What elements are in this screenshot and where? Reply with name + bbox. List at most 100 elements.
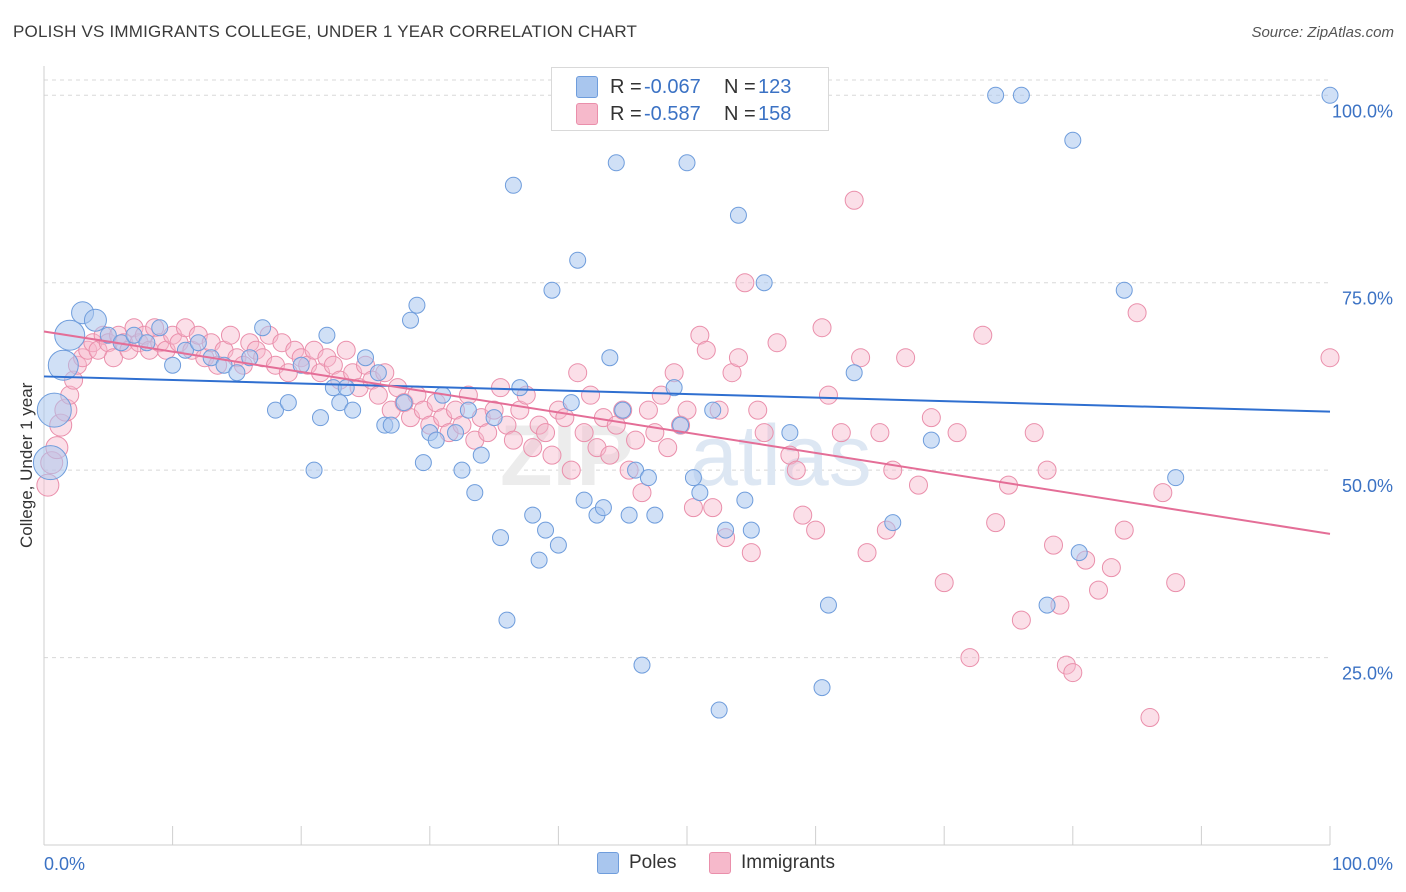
poles-point — [427, 431, 445, 449]
immigrants-point — [503, 430, 523, 450]
legend-row-poles: R = -0.067 N = 123 — [576, 75, 791, 99]
poles-point — [492, 529, 510, 547]
poles-point — [781, 424, 799, 442]
immigrants-point — [632, 483, 652, 503]
poles-point — [594, 499, 612, 517]
immigrants-point — [696, 340, 716, 360]
poles-point — [395, 394, 413, 412]
poles-point — [717, 521, 735, 539]
immigrants-point — [1056, 655, 1076, 675]
immigrants-point — [934, 573, 954, 593]
poles-point — [639, 469, 657, 487]
immigrants-point — [831, 423, 851, 443]
immigrants-point — [664, 363, 684, 383]
immigrants-point — [88, 340, 108, 360]
poles-point — [498, 611, 516, 629]
immigrants-point — [568, 363, 588, 383]
immigrants-point — [870, 423, 890, 443]
poles-point — [665, 379, 683, 397]
immigrants-point — [555, 408, 575, 428]
bottom-legend-poles: Poles — [597, 852, 677, 874]
immigrants-point — [921, 408, 941, 428]
immigrants-point — [754, 423, 774, 443]
immigrants-n-label: N = — [724, 102, 756, 125]
legend: R = -0.067 N = 123 R = -0.587 N = 158 — [551, 67, 829, 131]
poles-point — [472, 446, 490, 464]
immigrants-point — [1140, 708, 1160, 728]
immigrants-point — [818, 385, 838, 405]
poles-point — [485, 409, 503, 427]
poles-point — [382, 416, 400, 434]
immigrants-point — [574, 423, 594, 443]
y-tick-label: 25.0% — [1342, 664, 1393, 684]
immigrants-legend-label: Immigrants — [741, 852, 835, 873]
poles-point — [614, 401, 632, 419]
poles-point — [633, 656, 651, 674]
poles-point — [408, 296, 426, 314]
poles-point — [562, 394, 580, 412]
poles-point — [414, 454, 432, 472]
immigrants-point — [908, 475, 928, 495]
poles-point — [99, 326, 117, 344]
poles-point — [254, 319, 272, 337]
poles-point — [607, 154, 625, 172]
immigrants-point — [600, 445, 620, 465]
poles-r-label: R = — [610, 75, 642, 98]
immigrants-point — [317, 348, 337, 368]
immigrants-point — [728, 348, 748, 368]
poles-point — [710, 701, 728, 719]
poles-point — [357, 349, 374, 367]
poles-point — [504, 176, 522, 194]
immigrants-point — [626, 430, 646, 450]
poles-point — [402, 311, 420, 329]
poles-point — [549, 536, 567, 554]
immigrants-point — [658, 438, 678, 458]
poles-point — [311, 409, 329, 427]
poles-point — [1038, 596, 1056, 614]
immigrants-point — [1101, 558, 1121, 578]
poles-point — [125, 326, 143, 344]
poles-point — [736, 491, 754, 509]
poles-point — [1321, 86, 1339, 104]
poles-r-value: -0.067 — [644, 75, 701, 98]
immigrants-point — [103, 348, 123, 368]
immigrants-point — [478, 423, 498, 443]
immigrants-point — [896, 348, 916, 368]
poles-point — [344, 401, 362, 419]
poles-n-value: 123 — [758, 75, 792, 98]
immigrants-point — [220, 325, 240, 345]
immigrants-point — [806, 520, 826, 540]
poles-point — [569, 251, 587, 269]
immigrants-point — [1114, 520, 1134, 540]
immigrants-legend-swatch — [709, 852, 731, 874]
immigrants-point — [368, 385, 388, 405]
poles-point — [1167, 469, 1185, 487]
poles-point — [537, 521, 555, 539]
poles-point — [819, 596, 837, 614]
immigrants-swatch — [576, 103, 598, 125]
poles-point — [151, 319, 169, 337]
axes — [43, 66, 1331, 846]
immigrants-point — [536, 423, 556, 443]
immigrants-point — [703, 498, 723, 518]
watermark-zip: ZIP — [500, 408, 634, 504]
poles-point — [83, 308, 107, 332]
chart-source: Source: ZipAtlas.com — [1251, 24, 1394, 41]
immigrants-point — [336, 340, 356, 360]
y-tick-label: 50.0% — [1342, 476, 1393, 496]
x-tick-label: 0.0% — [44, 854, 85, 874]
immigrants-point — [1037, 460, 1057, 480]
bottom-legend-immigrants: Immigrants — [709, 852, 835, 874]
immigrants-point — [1166, 573, 1186, 593]
poles-point — [646, 506, 664, 524]
immigrants-point — [857, 543, 877, 563]
chart-title: POLISH VS IMMIGRANTS COLLEGE, UNDER 1 YE… — [13, 22, 638, 41]
poles-point — [305, 461, 323, 479]
poles-point — [543, 281, 561, 299]
poles-point — [987, 86, 1005, 104]
immigrants-point — [748, 400, 768, 420]
poles-point — [164, 356, 182, 374]
poles-points — [32, 86, 1339, 719]
poles-point — [32, 445, 68, 481]
